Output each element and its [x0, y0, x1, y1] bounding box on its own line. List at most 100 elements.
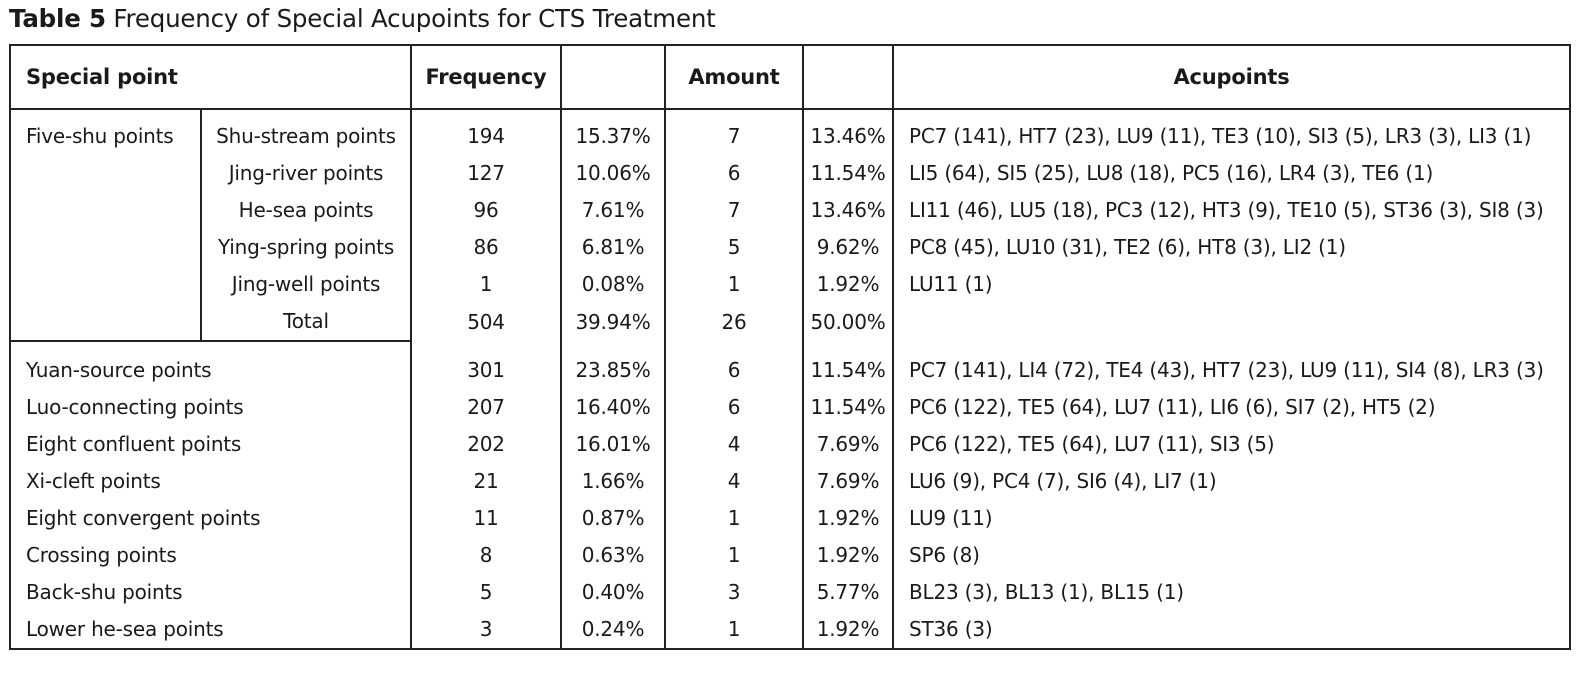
acupoints-cell: PC6 (122), TE5 (64), LU7 (11), SI3 (5): [909, 432, 1275, 456]
point-name: Xi-cleft points: [10, 463, 412, 500]
frequency-cell: 8: [411, 537, 562, 574]
point-name: Back-shu points: [10, 574, 412, 611]
point-name: Luo-connecting points: [10, 389, 412, 426]
total-row: Total 504 39.94% 26 50.00%: [10, 303, 1570, 341]
frequency-cell: 3: [411, 611, 562, 649]
frequency-pct-cell: 6.81%: [561, 229, 666, 266]
amount-cell: 3: [665, 574, 804, 611]
table-caption: Table 5 Frequency of Special Acupoints f…: [9, 4, 716, 33]
subgroup-name: Total: [201, 303, 412, 341]
amount-pct-cell: 1.92%: [803, 611, 894, 649]
frequency-pct-cell: 16.40%: [561, 389, 666, 426]
amount-cell: 6: [665, 155, 804, 192]
amount-pct-cell: 5.77%: [803, 574, 894, 611]
acupoints-table: Special point Frequency Amount Acupoints…: [9, 44, 1571, 650]
caption-label: Table 5: [9, 4, 106, 33]
amount-cell: 7: [665, 109, 804, 155]
acupoints-cell: BL23 (3), BL13 (1), BL15 (1): [909, 580, 1184, 604]
point-name: Eight confluent points: [10, 426, 412, 463]
table-row: Five-shu points Shu-stream points 194 15…: [10, 109, 1570, 341]
frequency-pct-cell: 0.24%: [561, 611, 666, 649]
frequency-cell: 301: [411, 352, 562, 389]
amount-pct-cell: 11.54%: [803, 389, 894, 426]
table-row: Jing-well points 1 0.08% 1 1.92% LU11 (1…: [10, 266, 1570, 303]
caption-title: Frequency of Special Acupoints for CTS T…: [113, 4, 716, 33]
frequency-pct-cell: 23.85%: [561, 352, 666, 389]
amount-cell: 1: [665, 611, 804, 649]
table-row: Lower he-sea points 3 0.24% 1 1.92% ST36…: [10, 611, 1570, 649]
amount-cell: 1: [665, 537, 804, 574]
amount-pct-cell: 13.46%: [803, 192, 894, 229]
frequency-cell: 5: [411, 574, 562, 611]
frequency-pct-cell: 15.37%: [561, 109, 666, 155]
amount-pct-cell: 7.69%: [803, 426, 894, 463]
frequency-cell: 194: [411, 109, 562, 155]
acupoints-cell: [893, 303, 1570, 341]
table-row: Ying-spring points 86 6.81% 5 9.62% PC8 …: [10, 229, 1570, 266]
acupoints-cell: LU9 (11): [909, 506, 993, 530]
acupoints-cell: ST36 (3): [909, 617, 993, 641]
acupoints-cell: PC6 (122), TE5 (64), LU7 (11), LI6 (6), …: [909, 395, 1436, 419]
acupoints-cell: PC7 (141), LI4 (72), TE4 (43), HT7 (23),…: [909, 358, 1544, 382]
table-row: Back-shu points 5 0.40% 3 5.77% BL23 (3)…: [10, 574, 1570, 611]
amount-cell: 1: [665, 266, 804, 303]
acupoints-cell: LI5 (64), SI5 (25), LU8 (18), PC5 (16), …: [909, 161, 1434, 185]
acupoints-cell: LU6 (9), PC4 (7), SI6 (4), LI7 (1): [909, 469, 1217, 493]
amount-cell: 6: [665, 352, 804, 389]
amount-cell: 5: [665, 229, 804, 266]
frequency-pct-cell: 0.40%: [561, 574, 666, 611]
point-name: Yuan-source points: [10, 352, 412, 389]
header-amount-pct: [803, 45, 894, 110]
frequency-pct-cell: 0.87%: [561, 500, 666, 537]
acupoints-cell: PC7 (141), HT7 (23), LU9 (11), TE3 (10),…: [909, 124, 1532, 148]
amount-pct-cell: 13.46%: [803, 109, 894, 155]
frequency-pct-cell: 0.63%: [561, 537, 666, 574]
frequency-cell: 207: [411, 389, 562, 426]
header-amount: Amount: [665, 45, 804, 110]
frequency-cell: 1: [411, 266, 562, 303]
group-five-shu: Five-shu points: [10, 109, 202, 341]
frequency-pct-cell: 7.61%: [561, 192, 666, 229]
point-name: Eight convergent points: [10, 500, 412, 537]
header-frequency: Frequency: [411, 45, 562, 110]
amount-cell: 26: [665, 303, 804, 341]
spacer-row: [10, 340, 1570, 352]
frequency-cell: 86: [411, 229, 562, 266]
subgroup-name: Ying-spring points: [201, 229, 412, 266]
subgroup-name: Jing-well points: [201, 266, 412, 303]
acupoints-cell: LU11 (1): [909, 272, 993, 296]
frequency-cell: 21: [411, 463, 562, 500]
point-name: Lower he-sea points: [10, 611, 412, 649]
amount-pct-cell: 1.92%: [803, 500, 894, 537]
frequency-cell: 96: [411, 192, 562, 229]
acupoints-cell: PC8 (45), LU10 (31), TE2 (6), HT8 (3), L…: [909, 235, 1346, 259]
amount-cell: 4: [665, 426, 804, 463]
frequency-pct-cell: 10.06%: [561, 155, 666, 192]
amount-pct-cell: 11.54%: [803, 352, 894, 389]
amount-pct-cell: 11.54%: [803, 155, 894, 192]
frequency-pct-cell: 1.66%: [561, 463, 666, 500]
table-row: Jing-river points 127 10.06% 6 11.54% LI…: [10, 155, 1570, 192]
header-frequency-pct: [561, 45, 666, 110]
amount-pct-cell: 50.00%: [803, 303, 894, 341]
point-name: Crossing points: [10, 537, 412, 574]
table-row: Yuan-source points 301 23.85% 6 11.54% P…: [10, 352, 1570, 389]
table-row: He-sea points 96 7.61% 7 13.46% LI11 (46…: [10, 192, 1570, 229]
table-row: Crossing points 8 0.63% 1 1.92% SP6 (8): [10, 537, 1570, 574]
subgroup-name: He-sea points: [201, 192, 412, 229]
acupoints-cell: SP6 (8): [909, 543, 980, 567]
amount-pct-cell: 7.69%: [803, 463, 894, 500]
frequency-pct-cell: 16.01%: [561, 426, 666, 463]
amount-pct-cell: 9.62%: [803, 229, 894, 266]
header-special-point: Special point: [10, 45, 412, 110]
amount-cell: 4: [665, 463, 804, 500]
table-row: Eight convergent points 11 0.87% 1 1.92%…: [10, 500, 1570, 537]
frequency-cell: 504: [411, 303, 562, 341]
acupoints-cell: LI11 (46), LU5 (18), PC3 (12), HT3 (9), …: [909, 198, 1544, 222]
frequency-cell: 11: [411, 500, 562, 537]
subgroup-name: Jing-river points: [201, 155, 412, 192]
frequency-pct-cell: 0.08%: [561, 266, 666, 303]
header-row: Special point Frequency Amount Acupoints: [10, 45, 1570, 110]
subgroup-name: Shu-stream points: [201, 109, 412, 155]
amount-cell: 1: [665, 500, 804, 537]
